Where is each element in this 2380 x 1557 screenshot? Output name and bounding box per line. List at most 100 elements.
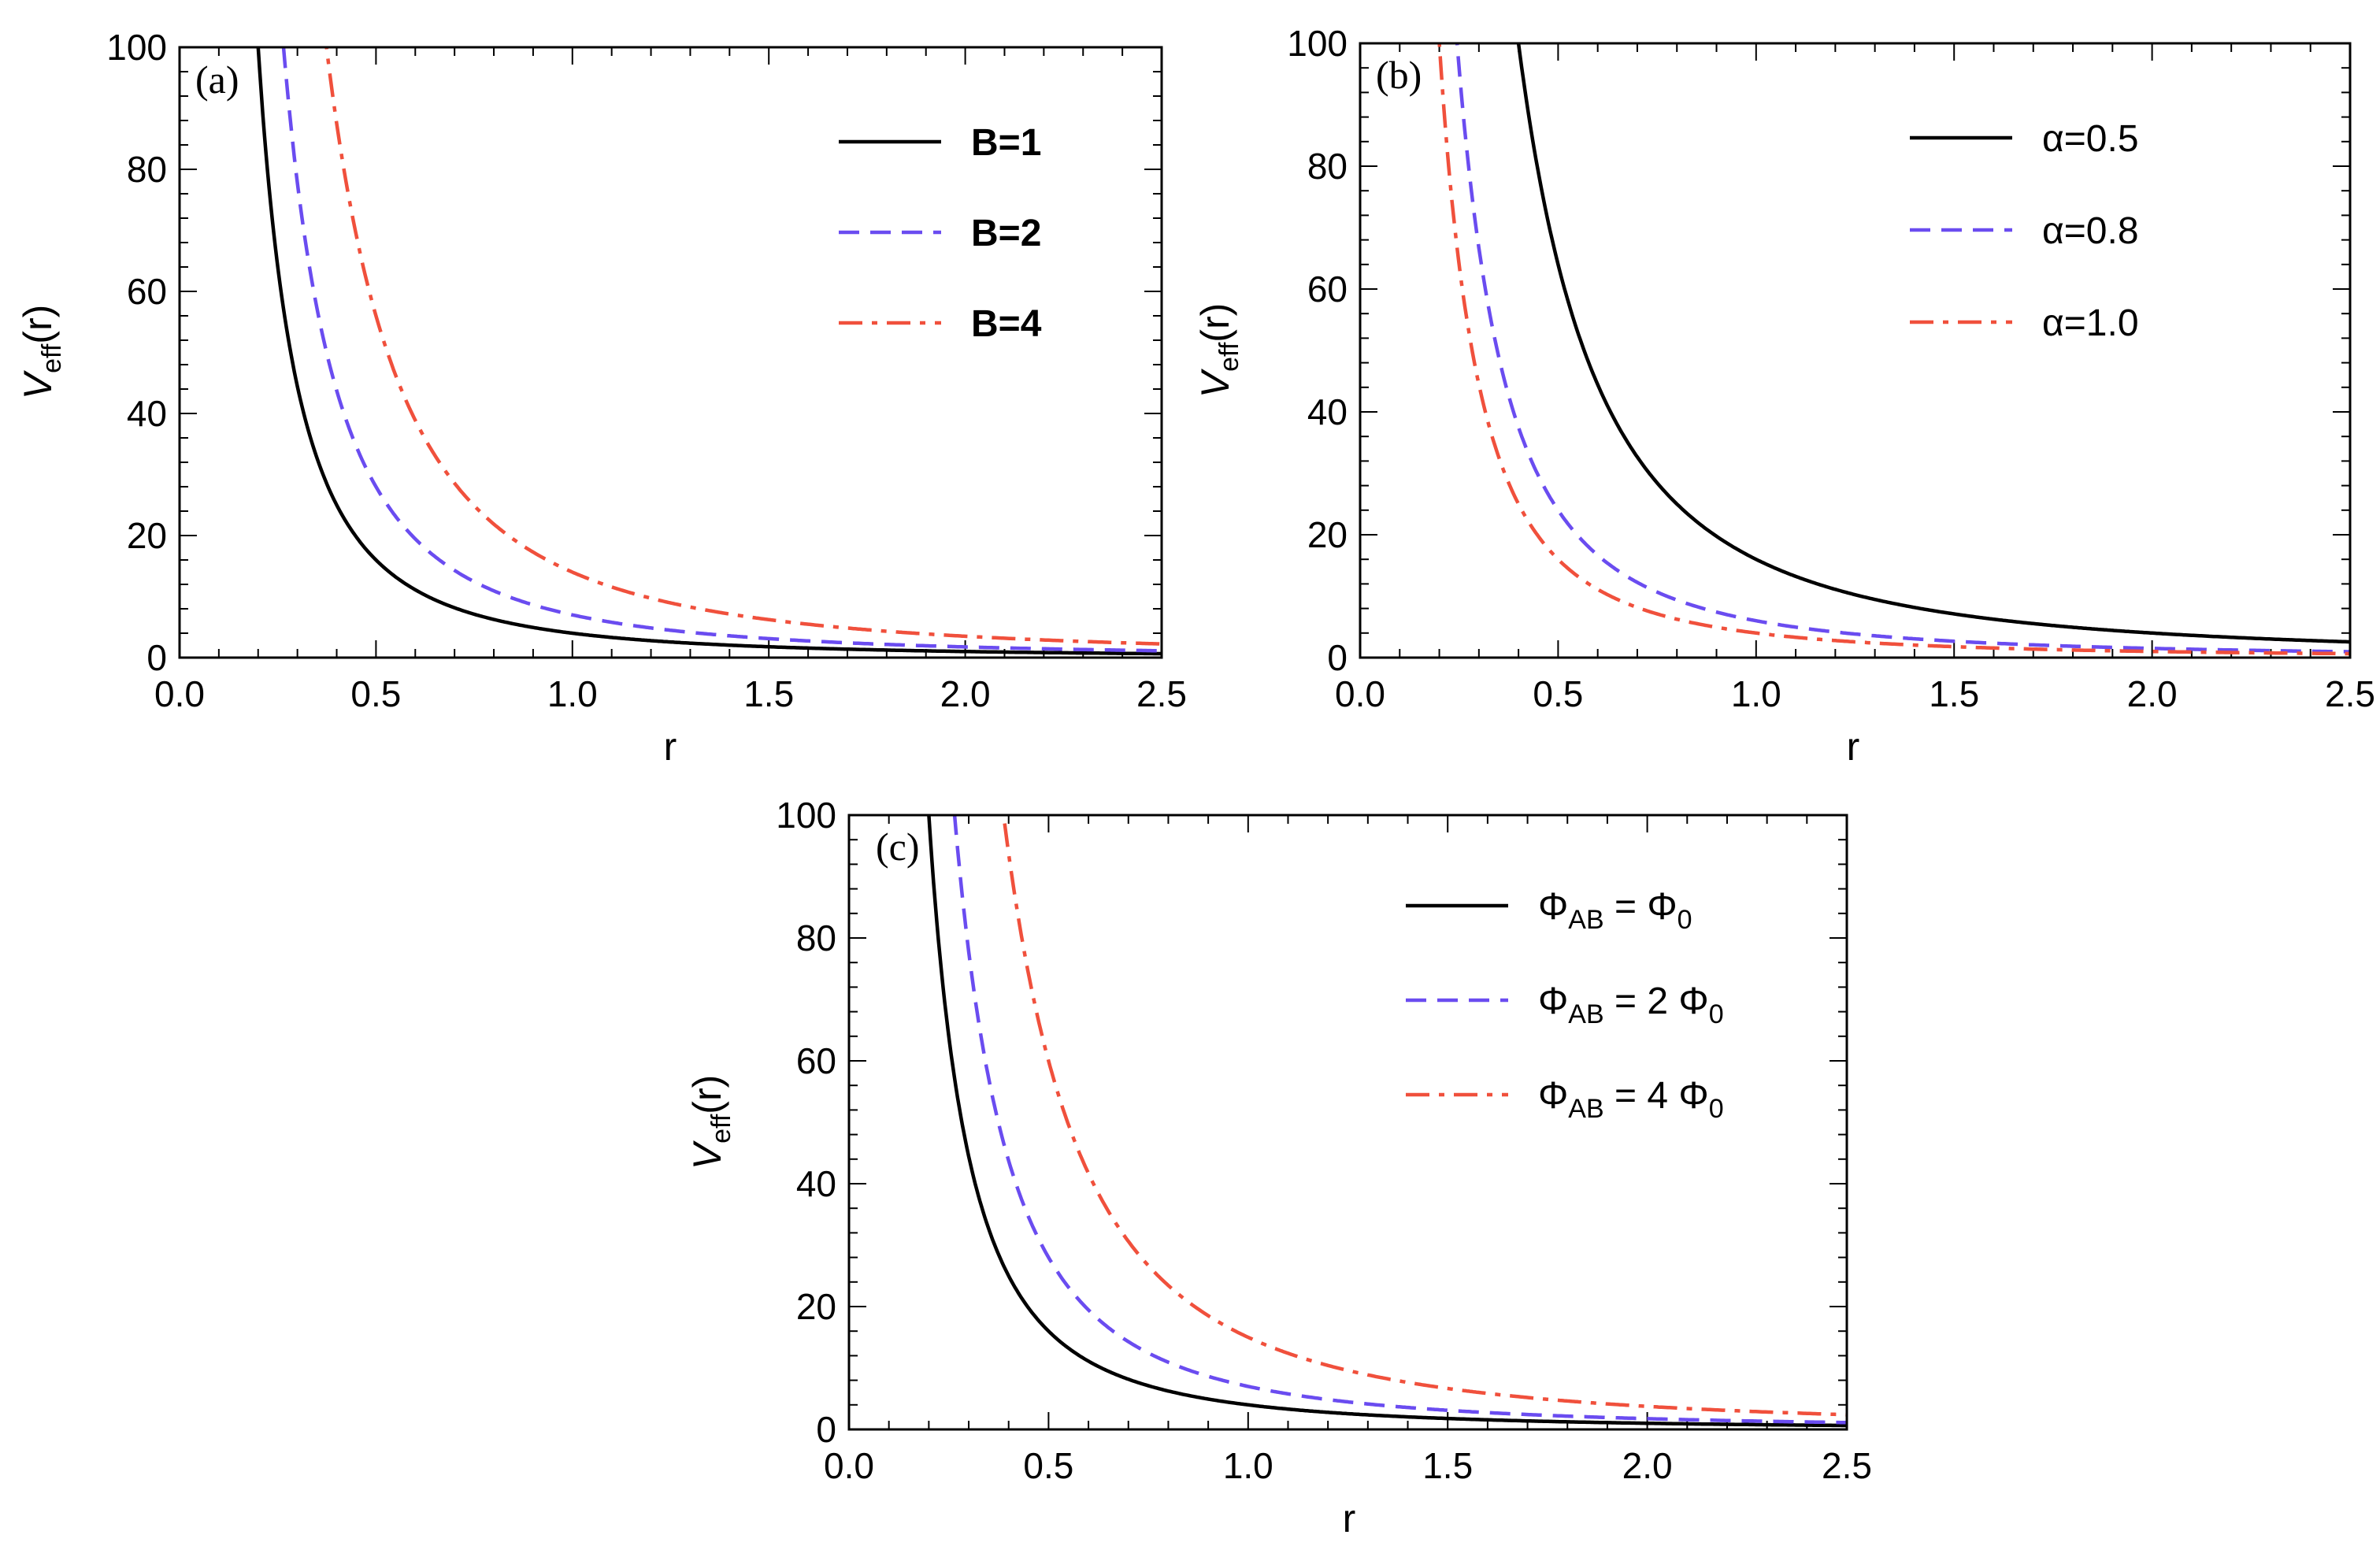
legend-label-2: B=4: [971, 303, 1042, 345]
panel-c: 0.0 0.5 1.0 1.5 2.0 2.5 0 20 40 60 80 100 (c) r Veff(r…: [685, 795, 1872, 1540]
x-tick-label: 1.0: [1731, 673, 1781, 714]
legend: B=1 B=2 B=4: [839, 122, 1042, 345]
y-tick-label: 20: [1307, 514, 1348, 555]
legend-label-tail-sub: 0: [1677, 905, 1692, 935]
x-tick-label: 2.0: [940, 673, 991, 714]
y-tick-label: 100: [106, 27, 167, 68]
y-tick-label: 40: [796, 1163, 836, 1204]
x-tick-label: 0.5: [1023, 1445, 1073, 1486]
y-axis-label-sub: eff: [37, 343, 67, 373]
legend-label-main: Φ: [1538, 1075, 1568, 1117]
legend-label-1: α=0.8: [2042, 210, 2139, 252]
y-tick-label: 80: [1307, 146, 1348, 187]
y-tick-label: 80: [796, 918, 836, 958]
plot-frame: [1359, 42, 2352, 659]
x-axis-label: r: [1343, 1496, 1356, 1540]
series-line-0: [1516, 43, 2350, 644]
series-group: [1437, 43, 2350, 656]
legend-label-tail: = Φ: [1604, 886, 1677, 928]
legend-label-0: α=0.5: [2042, 118, 2139, 160]
x-tick-label: 0.5: [350, 673, 401, 714]
legend-label-main: α=0.8: [2042, 210, 2139, 252]
y-axis-label-main: V: [685, 1140, 729, 1170]
x-tick-label: 0.0: [154, 673, 205, 714]
y-tick-label: 100: [1287, 23, 1348, 64]
y-axis-label-main: V: [16, 369, 60, 399]
x-axis-label: r: [664, 725, 677, 769]
x-tick-label: 1.0: [547, 673, 598, 714]
legend-label-tail-sub: 0: [1709, 999, 1724, 1029]
x-tick-label: 1.5: [743, 673, 794, 714]
x-tick-label: 0.0: [824, 1445, 874, 1486]
legend-label-tail: = 2 Φ: [1604, 981, 1709, 1022]
legend-label-1: B=2: [971, 213, 1041, 254]
y-tick-label: 60: [796, 1040, 836, 1081]
x-tick-label: 2.0: [2127, 673, 2178, 714]
x-axis-label: r: [1847, 725, 1860, 769]
series-line-2: [1437, 43, 2350, 656]
x-tick-label: 2.0: [1622, 1445, 1673, 1486]
y-tick-label: 20: [127, 515, 167, 556]
legend-label-tail-sub: 0: [1709, 1094, 1724, 1124]
x-tick-label: 0.0: [1335, 673, 1385, 714]
legend-label-sub: AB: [1568, 999, 1603, 1029]
y-tick-label: 60: [127, 271, 167, 312]
x-tick-label: 2.5: [1136, 673, 1187, 714]
series-group: [256, 47, 1162, 656]
y-axis-label-sub: eff: [1214, 342, 1244, 372]
legend: α=0.5 α=0.8 α=1.0: [1910, 118, 2139, 344]
y-axis-label: Veff(r): [685, 1075, 736, 1170]
y-tick-label: 20: [796, 1286, 836, 1327]
y-tick-label: 0: [816, 1409, 836, 1450]
y-tick-label: 100: [776, 795, 836, 836]
y-axis-label-arg: (r): [685, 1075, 729, 1114]
y-tick-label: 80: [127, 149, 167, 190]
y-tick-label: 60: [1307, 269, 1348, 310]
x-tick-label: 0.5: [1533, 673, 1583, 714]
y-axis-label: Veff(r): [16, 305, 67, 400]
series-group: [927, 815, 1847, 1428]
series-line-0: [256, 47, 1162, 656]
panel-label: (a): [195, 57, 239, 102]
legend-label-2: ΦAB = 4 Φ0: [1538, 1075, 1724, 1124]
series-line-1: [952, 815, 1847, 1425]
y-axis-label-sub: eff: [706, 1114, 736, 1144]
legend-label-0: ΦAB = Φ0: [1538, 886, 1692, 935]
plot-frame: [847, 814, 1848, 1431]
legend-label-main: α=1.0: [2042, 302, 2139, 344]
y-axis-label-arg: (r): [16, 305, 60, 344]
legend-label-sub: AB: [1568, 1094, 1603, 1124]
legend-label-main: Φ: [1538, 886, 1568, 928]
x-tick-label: 1.5: [1422, 1445, 1473, 1486]
legend-label-sub: AB: [1568, 905, 1603, 935]
legend-label-main: B=1: [971, 122, 1041, 164]
y-tick-label: 40: [1307, 391, 1348, 432]
legend-label-1: ΦAB = 2 Φ0: [1538, 981, 1724, 1029]
plot-frame: [178, 46, 1163, 659]
legend-label-main: B=2: [971, 213, 1041, 254]
series-line-1: [281, 47, 1162, 653]
panel-b: 0.0 0.5 1.0 1.5 2.0 2.5 0 20 40 60 80 100 (b) r Veff(r…: [1193, 23, 2375, 769]
legend-label-main: B=4: [971, 303, 1042, 345]
y-axis-label-main: V: [1193, 368, 1237, 398]
x-tick-label: 2.5: [2325, 673, 2375, 714]
legend-label-tail: = 4 Φ: [1604, 1075, 1709, 1117]
x-tick-label: 1.0: [1223, 1445, 1273, 1486]
panel-a: 0.0 0.5 1.0 1.5 2.0 2.5 0 20 40 60 80 100 (a) r Veff(r…: [16, 27, 1187, 769]
panel-label: (c): [876, 825, 920, 869]
series-line-0: [927, 815, 1847, 1428]
y-axis-label-arg: (r): [1193, 303, 1237, 343]
legend-label-main: Φ: [1538, 981, 1568, 1022]
series-line-2: [1001, 815, 1847, 1417]
panel-label: (b): [1376, 53, 1422, 97]
series-line-1: [1455, 43, 2350, 654]
legend-label-0: B=1: [971, 122, 1041, 164]
x-tick-label: 2.5: [1822, 1445, 1872, 1486]
x-tick-label: 1.5: [1929, 673, 1979, 714]
y-tick-label: 40: [127, 393, 167, 434]
y-tick-label: 0: [146, 637, 167, 678]
y-tick-label: 0: [1327, 637, 1348, 678]
legend-label-main: α=0.5: [2042, 118, 2139, 160]
